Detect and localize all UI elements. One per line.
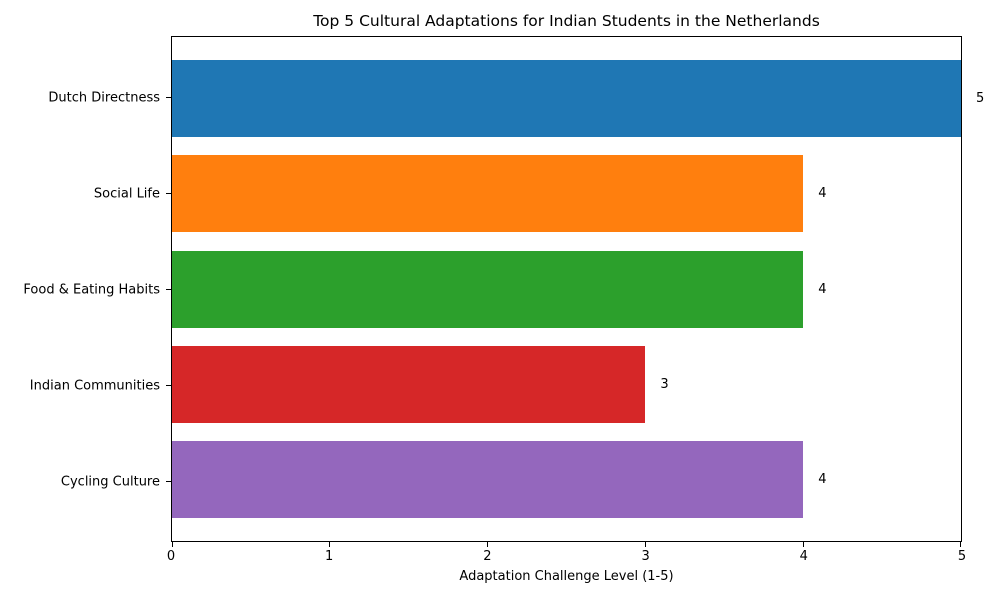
x-tick-label: 0	[166, 549, 176, 564]
x-tick-label: 2	[483, 549, 492, 564]
plot-area: 5 4 4 3 4	[166, 36, 984, 547]
bar-value-label: 4	[818, 472, 827, 487]
y-tick-mark	[166, 481, 171, 482]
category-label: Indian Communities	[29, 378, 160, 393]
bar-2	[172, 250, 804, 328]
y-axis-labels: Dutch Directness Social Life Food & Eating…	[0, 36, 160, 542]
y-tick-mark	[166, 385, 171, 386]
y-tick-mark	[166, 193, 171, 194]
bar-3	[172, 345, 646, 423]
x-tick-label: 3	[641, 549, 650, 564]
x-tick-label: 4	[799, 549, 808, 564]
category-label: Dutch Directness	[48, 90, 160, 105]
x-tick-mark	[960, 542, 961, 547]
bar-1	[172, 155, 804, 233]
x-tick-label: 1	[325, 549, 334, 564]
bar-row: 5	[172, 60, 984, 137]
bar-value-label: 5	[976, 91, 985, 106]
chart-title: Top 5 Cultural Adaptations for Indian St…	[313, 12, 820, 30]
x-tick-mark	[171, 542, 173, 547]
x-tick-label: 5	[957, 549, 967, 564]
bar-row: 3	[172, 345, 961, 423]
category-label: Cycling Culture	[60, 474, 160, 489]
bar-value-label: 4	[818, 186, 827, 202]
bar-0	[172, 60, 961, 137]
x-tick-mark	[802, 542, 804, 547]
x-tick-mark	[329, 542, 331, 547]
category-label: Social Life	[93, 186, 160, 201]
x-tick-mark	[644, 542, 646, 547]
category-label: Food & Eating Habits	[23, 282, 160, 297]
bar-row: 4	[172, 441, 961, 518]
y-tick-mark	[166, 289, 171, 290]
x-tick-mark	[487, 542, 489, 547]
bar-row: 4	[172, 155, 961, 233]
bar-value-label: 3	[660, 376, 669, 392]
x-axis-title: Adaptation Challenge Level (1-5)	[459, 569, 674, 584]
bar-4	[172, 441, 804, 518]
bar-value-label: 4	[818, 281, 827, 297]
y-tick-mark	[166, 97, 171, 98]
bar-row: 4	[172, 250, 961, 328]
x-axis-labels: 0 1 2 3 4 5	[167, 549, 966, 565]
